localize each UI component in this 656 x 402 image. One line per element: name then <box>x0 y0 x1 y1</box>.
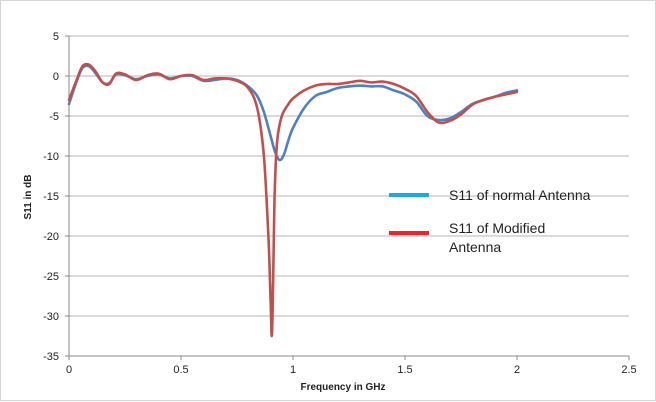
series-lines <box>67 62 519 338</box>
legend-label-line: Antenna <box>449 239 501 255</box>
x-tick-label: 0 <box>66 364 72 376</box>
y-tick-label: -25 <box>43 271 59 283</box>
series-line-modified-antenna <box>67 62 519 338</box>
legend: S11 of normal Antenna S11 of Modified Ant… <box>389 187 591 255</box>
y-tick-label: -20 <box>43 231 59 243</box>
y-tick-label: -35 <box>43 351 59 363</box>
y-tick-label: 0 <box>53 71 59 83</box>
y-tick-label: -15 <box>43 191 59 203</box>
x-tick-label: 1 <box>290 364 296 376</box>
y-tick-label: 5 <box>53 31 59 43</box>
y-tick-label: -10 <box>43 151 59 163</box>
x-axis-title: Frequency in GHz <box>300 382 385 393</box>
legend-label-line: S11 of Modified <box>449 220 545 236</box>
y-tick-labels: 5 0 -5 -10 -15 -20 -25 -30 -35 <box>43 31 59 363</box>
gridlines <box>69 35 629 317</box>
y-tick-label: -5 <box>49 111 59 123</box>
legend-label-normal: S11 of normal Antenna <box>449 187 591 203</box>
x-tick-label: 1.5 <box>397 364 412 376</box>
y-axis-title: S11 in dB <box>23 174 34 219</box>
x-tick-label: 0.5 <box>173 364 188 376</box>
x-tick-label: 2.5 <box>621 364 636 376</box>
x-tick-label: 2 <box>514 364 520 376</box>
y-tick-label: -30 <box>43 311 59 323</box>
x-tick-labels: 0 0.5 1 1.5 2 2.5 <box>66 364 637 376</box>
axes <box>65 35 630 360</box>
legend-label-modified: S11 of Modified Antenna <box>449 220 545 255</box>
